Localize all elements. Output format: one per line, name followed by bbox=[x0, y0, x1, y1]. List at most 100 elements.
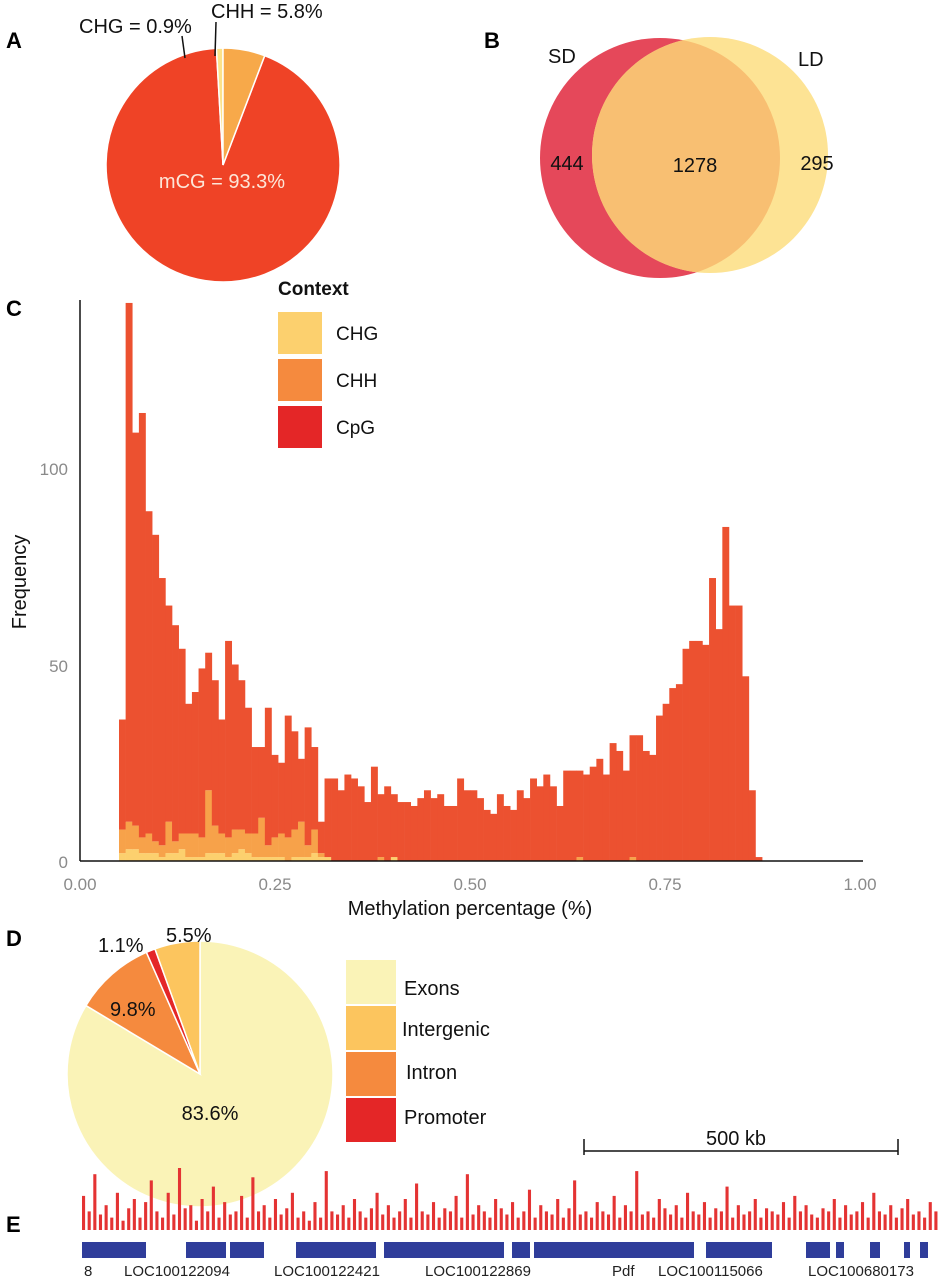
x-tick-label: 0.50 bbox=[453, 875, 486, 894]
track-bar bbox=[753, 1199, 757, 1230]
track-bar bbox=[505, 1214, 509, 1230]
track-bar bbox=[132, 1199, 136, 1230]
track-bar bbox=[93, 1174, 97, 1230]
legend-swatch-chh bbox=[278, 359, 322, 401]
histogram-bar-cpg bbox=[218, 719, 226, 834]
histogram-bar-chh bbox=[284, 837, 292, 861]
histogram-bar-chh bbox=[198, 837, 206, 858]
gene-label: LOC100122421 bbox=[274, 1263, 380, 1280]
histogram-bar-cpg bbox=[337, 790, 345, 861]
gene-label: 8 bbox=[84, 1263, 92, 1280]
y-tick-label: 100 bbox=[40, 460, 68, 479]
histogram-bar-chh bbox=[264, 845, 272, 858]
histogram-bar-cpg bbox=[119, 719, 126, 830]
track-bar bbox=[595, 1202, 599, 1230]
histogram-bar-cpg bbox=[244, 707, 252, 834]
legend-swatch-intron bbox=[346, 1052, 396, 1096]
track-bar bbox=[889, 1205, 893, 1230]
histogram-bar-cpg bbox=[649, 754, 657, 861]
track-bar bbox=[144, 1202, 148, 1230]
track-bar bbox=[217, 1217, 221, 1230]
track-bar bbox=[336, 1214, 340, 1230]
histogram-bar-chg bbox=[244, 853, 252, 861]
histogram-bar-cpg bbox=[397, 802, 405, 861]
histogram-bar-chh bbox=[172, 841, 179, 854]
histogram-bar-chg bbox=[191, 857, 199, 861]
track-bar bbox=[522, 1211, 526, 1230]
histogram-bar-cpg bbox=[132, 432, 140, 826]
histogram-bar-cpg bbox=[609, 743, 617, 861]
histogram-bar-chg bbox=[238, 849, 246, 861]
histogram-bar-chg bbox=[271, 857, 279, 861]
gene-block bbox=[384, 1242, 504, 1258]
legend-title: Context bbox=[278, 279, 349, 300]
track-bar bbox=[302, 1211, 306, 1230]
track-bar bbox=[115, 1192, 119, 1230]
track-bar bbox=[691, 1211, 695, 1230]
track-bar bbox=[680, 1217, 684, 1230]
track-bar bbox=[364, 1217, 368, 1230]
x-tick-label: 0.00 bbox=[63, 875, 96, 894]
track-bar bbox=[415, 1183, 419, 1230]
panel-label-d: D bbox=[6, 926, 22, 951]
track-bar bbox=[601, 1211, 605, 1230]
track-bar bbox=[138, 1217, 142, 1230]
histogram-bar-cpg bbox=[291, 731, 299, 830]
track-bar bbox=[290, 1192, 294, 1230]
track-bar bbox=[832, 1199, 836, 1230]
track-bar bbox=[573, 1180, 577, 1230]
histogram-bar-cpg bbox=[185, 703, 193, 834]
histogram-bar-chh bbox=[258, 817, 266, 858]
histogram-bar-chh bbox=[291, 829, 299, 858]
histogram-bar-chh bbox=[311, 829, 319, 854]
y-tick-label: 50 bbox=[49, 657, 68, 676]
histogram-bar-chg bbox=[298, 857, 305, 861]
track-bar bbox=[770, 1211, 774, 1230]
pie-d-label-intergenic: 5.5% bbox=[166, 925, 212, 947]
histogram-bar-chg bbox=[152, 853, 160, 861]
track-bar bbox=[98, 1214, 103, 1230]
histogram-bar-chg bbox=[291, 857, 299, 861]
histogram-bar-chh bbox=[138, 837, 146, 854]
histogram-bar-cpg bbox=[437, 794, 445, 861]
track-bar bbox=[844, 1205, 848, 1230]
track-bar bbox=[183, 1208, 187, 1230]
track-bar bbox=[911, 1214, 915, 1230]
track-bar bbox=[211, 1186, 215, 1230]
panel-label-e: E bbox=[6, 1212, 21, 1237]
legend-swatch-chg bbox=[278, 312, 322, 354]
leader-line-chg bbox=[181, 35, 186, 59]
track-bar bbox=[900, 1208, 904, 1230]
gene-label: LOC100122094 bbox=[124, 1263, 230, 1280]
track-bar bbox=[511, 1202, 515, 1230]
methylation-track bbox=[82, 1168, 938, 1230]
histogram-bar-cpg bbox=[404, 802, 412, 861]
histogram-bar-chg bbox=[225, 857, 233, 861]
histogram-bar-cpg bbox=[370, 766, 378, 861]
legend-label-intron: Intron bbox=[406, 1062, 457, 1084]
histogram-bar-cpg bbox=[364, 802, 372, 861]
histogram-bar-chg bbox=[278, 857, 286, 861]
histogram-bar-cpg bbox=[616, 750, 624, 861]
histogram-bar-cpg bbox=[450, 805, 458, 861]
pie-a-label-cg: mCG = 93.3% bbox=[159, 171, 285, 193]
histogram-bars bbox=[119, 302, 763, 861]
gene-block bbox=[806, 1242, 830, 1258]
histogram-bar-cpg bbox=[351, 778, 358, 861]
track-bar bbox=[725, 1186, 729, 1230]
gene-models bbox=[82, 1242, 928, 1258]
track-bar bbox=[618, 1217, 622, 1230]
histogram-bar-cpg bbox=[682, 648, 690, 861]
track-bar bbox=[240, 1195, 244, 1230]
track-bar bbox=[708, 1217, 712, 1230]
track-bar bbox=[578, 1214, 582, 1230]
histogram-bar-cpg bbox=[602, 774, 610, 861]
track-bar bbox=[460, 1217, 464, 1230]
histogram-bar-cpg bbox=[576, 770, 584, 858]
histogram-bar-cpg bbox=[695, 640, 703, 861]
histogram-bar-cpg bbox=[463, 790, 471, 861]
histogram-bar-chh bbox=[251, 833, 259, 858]
histogram-bar-cpg bbox=[443, 805, 451, 861]
histogram-bar-chh bbox=[317, 853, 325, 858]
histogram-bar-chg bbox=[158, 857, 166, 861]
